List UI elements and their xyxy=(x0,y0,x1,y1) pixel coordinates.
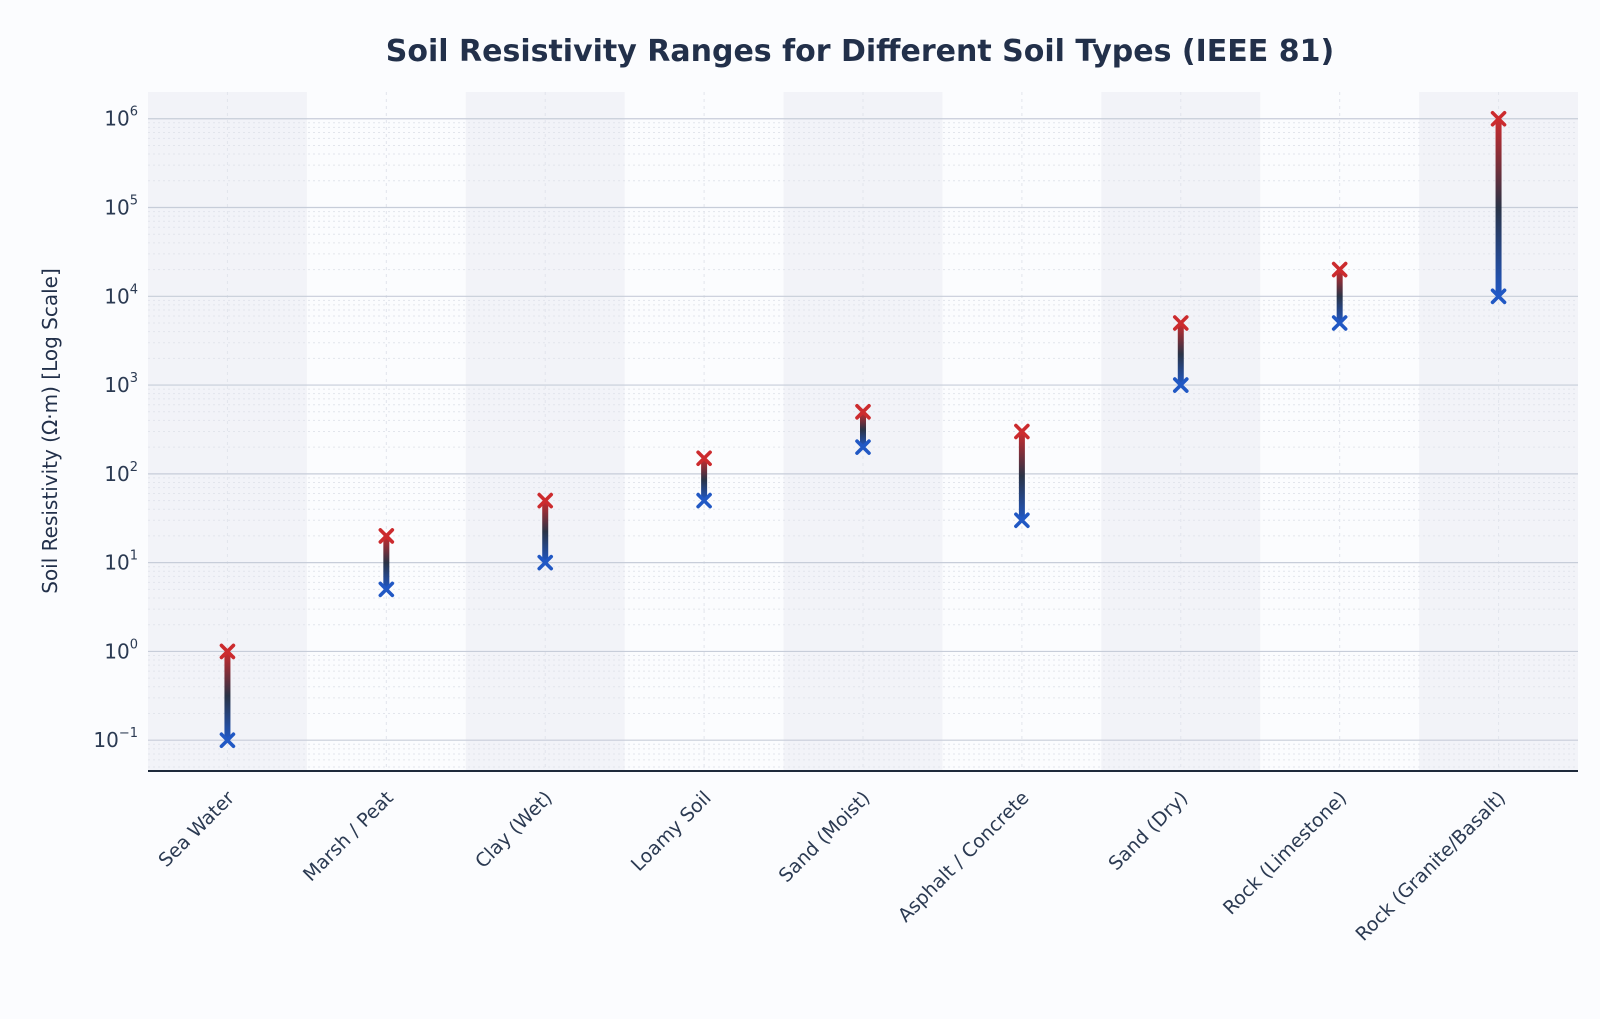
min-marker xyxy=(1172,377,1189,393)
max-marker xyxy=(1172,315,1189,331)
min-marker xyxy=(537,554,554,571)
max-marker xyxy=(537,492,554,509)
min-marker xyxy=(696,492,712,509)
category-labels: Sea Water Marsh / Peat Clay (Wet) Loamy Soi… xyxy=(154,787,1510,946)
min-marker xyxy=(855,439,871,455)
max-marker xyxy=(1331,261,1348,278)
y-tick-label: 100 xyxy=(104,637,138,663)
range-markers xyxy=(219,110,1507,749)
min-marker xyxy=(1490,288,1507,305)
category-label: Sand (Moist) xyxy=(775,787,875,887)
chart-title: Soil Resistivity Ranges for Different So… xyxy=(386,34,1334,69)
category-label: Sand (Dry) xyxy=(1104,787,1192,875)
y-tick-label: 103 xyxy=(104,371,138,397)
max-marker xyxy=(378,528,395,544)
y-tick-label: 102 xyxy=(104,460,138,486)
y-tick-labels: 10−1 100 101 102 103 104 105 106 xyxy=(93,105,138,752)
category-label: Clay (Wet) xyxy=(471,787,557,873)
category-label: Asphalt / Concrete xyxy=(894,787,1034,927)
category-label: Loamy Soil xyxy=(627,787,716,876)
category-label: Marsh / Peat xyxy=(299,787,398,886)
max-marker xyxy=(855,404,871,420)
max-marker xyxy=(219,643,236,660)
min-marker xyxy=(1014,512,1030,529)
y-tick-label: 105 xyxy=(104,194,138,220)
y-tick-label: 10−1 xyxy=(93,726,138,752)
y-tick-label: 101 xyxy=(104,549,138,575)
min-marker xyxy=(378,581,395,598)
category-band xyxy=(1101,92,1261,771)
category-label: Rock (Limestone) xyxy=(1219,787,1351,919)
min-marker xyxy=(1331,315,1348,331)
y-tick-label: 104 xyxy=(104,282,138,308)
max-marker xyxy=(1014,423,1030,440)
min-marker xyxy=(219,732,236,749)
max-marker xyxy=(696,450,712,467)
category-label: Sea Water xyxy=(154,787,239,872)
y-tick-label: 106 xyxy=(104,105,138,131)
range-bars xyxy=(224,120,1502,739)
category-label: Rock (Granite/Basalt) xyxy=(1352,787,1511,946)
max-marker xyxy=(1490,110,1507,127)
y-axis-label: Soil Resistivity (Ω·m) [Log Scale] xyxy=(38,268,62,594)
